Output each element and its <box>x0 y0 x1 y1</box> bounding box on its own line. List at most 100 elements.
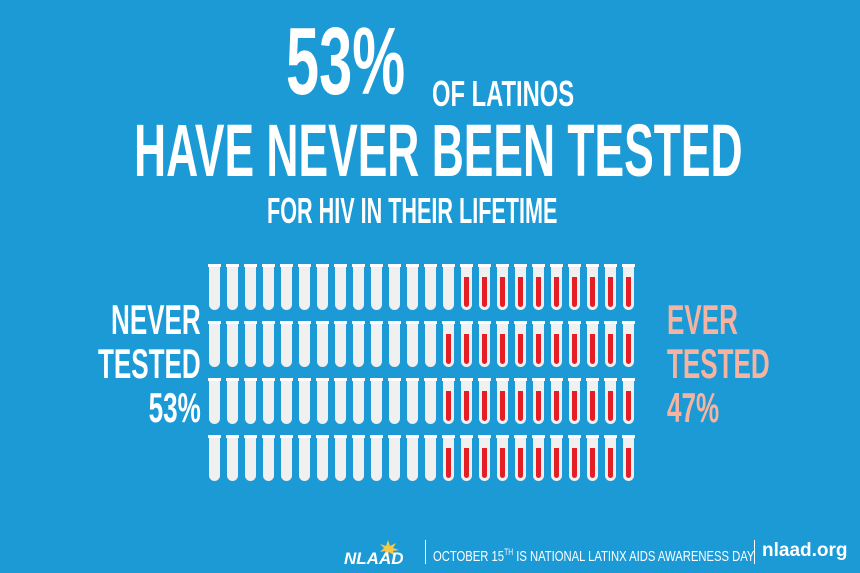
test-tube-filled <box>604 321 617 367</box>
test-tube-filled <box>496 321 509 367</box>
headline-main: HAVE NEVER BEEN TESTED <box>134 109 743 192</box>
blood-fill <box>464 448 469 478</box>
test-tube-filled <box>604 264 617 310</box>
test-tube <box>370 378 383 424</box>
test-tube <box>424 378 437 424</box>
test-tube <box>280 378 293 424</box>
test-tube-filled <box>622 321 635 367</box>
ever-percent: 47% <box>667 384 720 431</box>
test-tube <box>262 435 275 481</box>
test-tube <box>352 321 365 367</box>
test-tube-filled <box>496 435 509 481</box>
test-tube-filled <box>532 321 545 367</box>
blood-fill <box>608 334 613 364</box>
test-tube-filled <box>514 378 527 424</box>
test-tube <box>280 321 293 367</box>
blood-fill <box>464 277 469 307</box>
blood-fill <box>482 277 487 307</box>
blood-fill <box>572 448 577 478</box>
blood-fill <box>482 334 487 364</box>
test-tube-filled <box>460 321 473 367</box>
test-tube <box>334 264 347 310</box>
blood-fill <box>608 277 613 307</box>
test-tube <box>316 321 329 367</box>
test-tube-filled <box>622 435 635 481</box>
test-tube-filled <box>550 264 563 310</box>
test-tube <box>334 435 347 481</box>
test-tube <box>352 435 365 481</box>
blood-fill <box>536 391 541 421</box>
test-tube-filled <box>514 264 527 310</box>
test-tube <box>316 435 329 481</box>
blood-fill <box>518 391 523 421</box>
test-tube-filled <box>604 378 617 424</box>
blood-fill <box>590 391 595 421</box>
test-tube-filled <box>460 378 473 424</box>
test-tube-filled <box>532 264 545 310</box>
test-tube <box>208 264 221 310</box>
test-tube-grid <box>208 264 639 484</box>
footer-divider <box>754 540 755 564</box>
awareness-day-text: OCTOBER 15TH IS NATIONAL LATINX AIDS AWA… <box>433 545 754 564</box>
test-tube <box>388 435 401 481</box>
blood-fill <box>464 334 469 364</box>
test-tube <box>388 378 401 424</box>
test-tube <box>316 378 329 424</box>
blood-fill <box>626 277 631 307</box>
test-tube <box>352 264 365 310</box>
blood-fill <box>500 391 505 421</box>
blood-fill <box>518 448 523 478</box>
test-tube <box>334 321 347 367</box>
test-tube-filled <box>514 435 527 481</box>
test-tube <box>406 378 419 424</box>
blood-fill <box>590 277 595 307</box>
nlaad-logo: NLAAD <box>344 540 404 566</box>
blood-fill <box>590 448 595 478</box>
test-tube <box>298 378 311 424</box>
blood-fill <box>626 448 631 478</box>
test-tube-filled <box>442 378 455 424</box>
ever-line-2: TESTED <box>667 340 770 387</box>
test-tube-filled <box>604 435 617 481</box>
message-post: IS NATIONAL LATINX AIDS AWARENESS DAY <box>513 548 755 565</box>
test-tube-filled <box>514 321 527 367</box>
test-tube <box>298 435 311 481</box>
test-tube-filled <box>568 264 581 310</box>
footer-divider <box>425 540 426 564</box>
test-tube-filled <box>550 378 563 424</box>
blood-fill <box>446 334 451 364</box>
test-tube <box>298 321 311 367</box>
blood-fill <box>608 391 613 421</box>
blood-fill <box>626 391 631 421</box>
test-tube <box>406 321 419 367</box>
test-tube-filled <box>478 378 491 424</box>
of-latinos-text: OF LATINOS <box>432 73 575 114</box>
never-line-2: TESTED <box>98 340 201 387</box>
blood-fill <box>500 277 505 307</box>
test-tube-filled <box>478 264 491 310</box>
test-tube-filled <box>550 321 563 367</box>
message-pre: OCTOBER 15 <box>433 548 505 565</box>
never-percent: 53% <box>148 384 201 431</box>
blood-fill <box>572 277 577 307</box>
test-tube <box>226 264 239 310</box>
test-tube-filled <box>568 378 581 424</box>
headline-sub: FOR HIV IN THEIR LIFETIME <box>267 190 558 231</box>
test-tube-filled <box>442 435 455 481</box>
message-sup: TH <box>504 547 514 557</box>
blood-fill <box>500 334 505 364</box>
blood-fill <box>500 448 505 478</box>
test-tube <box>370 321 383 367</box>
test-tube-filled <box>586 435 599 481</box>
test-tube <box>424 321 437 367</box>
website-link[interactable]: nlaad.org <box>762 540 848 561</box>
test-tube-filled <box>586 378 599 424</box>
test-tube <box>262 264 275 310</box>
test-tube <box>226 321 239 367</box>
test-tube <box>280 264 293 310</box>
test-tube <box>208 321 221 367</box>
big-percent: 53% <box>286 8 406 115</box>
test-tube-filled <box>460 264 473 310</box>
test-tube-filled <box>478 435 491 481</box>
